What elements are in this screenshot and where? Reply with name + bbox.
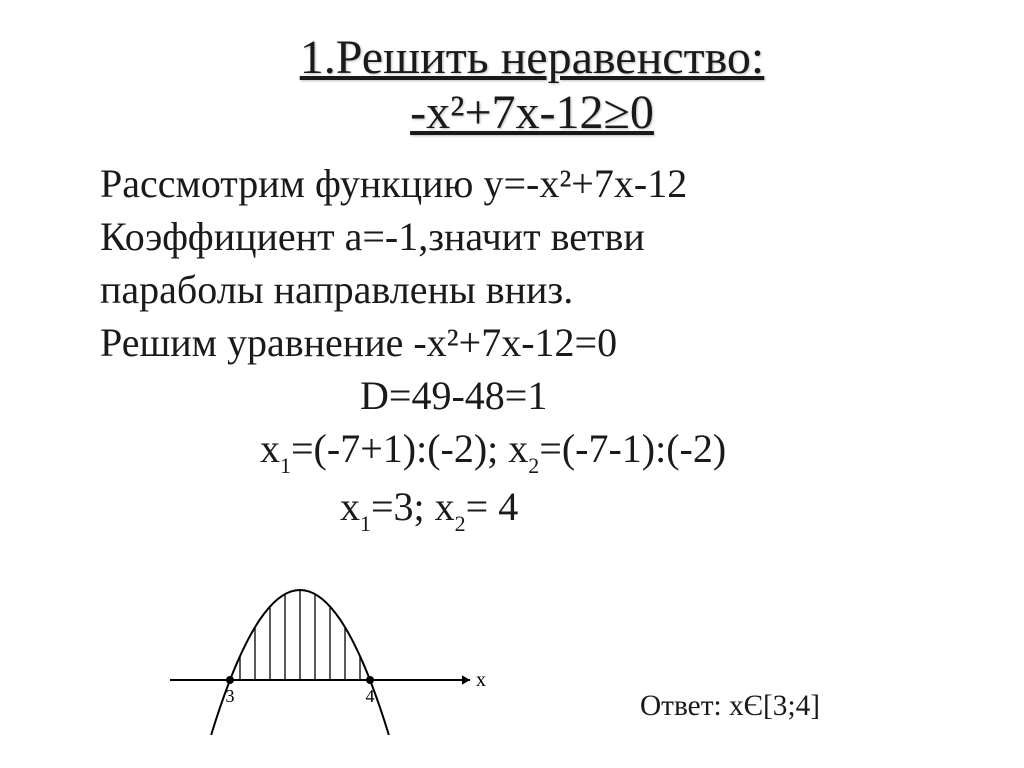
title-block: 1.Решить неравенство: -х²+7х-12≥0	[100, 30, 964, 140]
body-line-5: D=49-48=1	[100, 372, 964, 419]
subscript: 2	[455, 511, 466, 536]
title-line-2: -х²+7х-12≥0	[100, 85, 964, 140]
text-frag: х	[340, 484, 360, 529]
subscript: 1	[280, 453, 291, 478]
answer-text: Ответ: хЄ[3;4]	[640, 690, 820, 723]
subscript: 1	[360, 511, 371, 536]
text-frag: =3; х	[371, 484, 455, 529]
svg-text:4: 4	[366, 686, 375, 706]
body-line-2: Коэффициент а=-1,значит ветви	[100, 213, 964, 260]
body-line-3: параболы направлены вниз.	[100, 266, 964, 313]
body-line-7: х1=3; х2= 4	[100, 483, 964, 535]
body-line-1: Рассмотрим функцию у=-х²+7х-12	[100, 160, 964, 207]
title-line-1: 1.Решить неравенство:	[100, 30, 964, 85]
parabola-svg: 3 4 х	[170, 580, 490, 750]
slide: 1.Решить неравенство: -х²+7х-12≥0 Рассмо…	[0, 0, 1024, 768]
text-frag: =(-7+1):(-2); х	[291, 426, 528, 471]
text-frag: х	[260, 426, 280, 471]
body-text: Рассмотрим функцию у=-х²+7х-12 Коэффицие…	[100, 160, 964, 535]
parabola-diagram: 3 4 х	[170, 580, 490, 750]
body-line-6: х1=(-7+1):(-2); х2=(-7-1):(-2)	[100, 425, 964, 477]
svg-text:х: х	[476, 669, 486, 691]
text-frag: = 4	[466, 484, 519, 529]
svg-text:3: 3	[226, 686, 235, 706]
subscript: 2	[528, 453, 539, 478]
text-frag: =(-7-1):(-2)	[539, 426, 726, 471]
body-line-4: Решим уравнение -х²+7х-12=0	[100, 319, 964, 366]
